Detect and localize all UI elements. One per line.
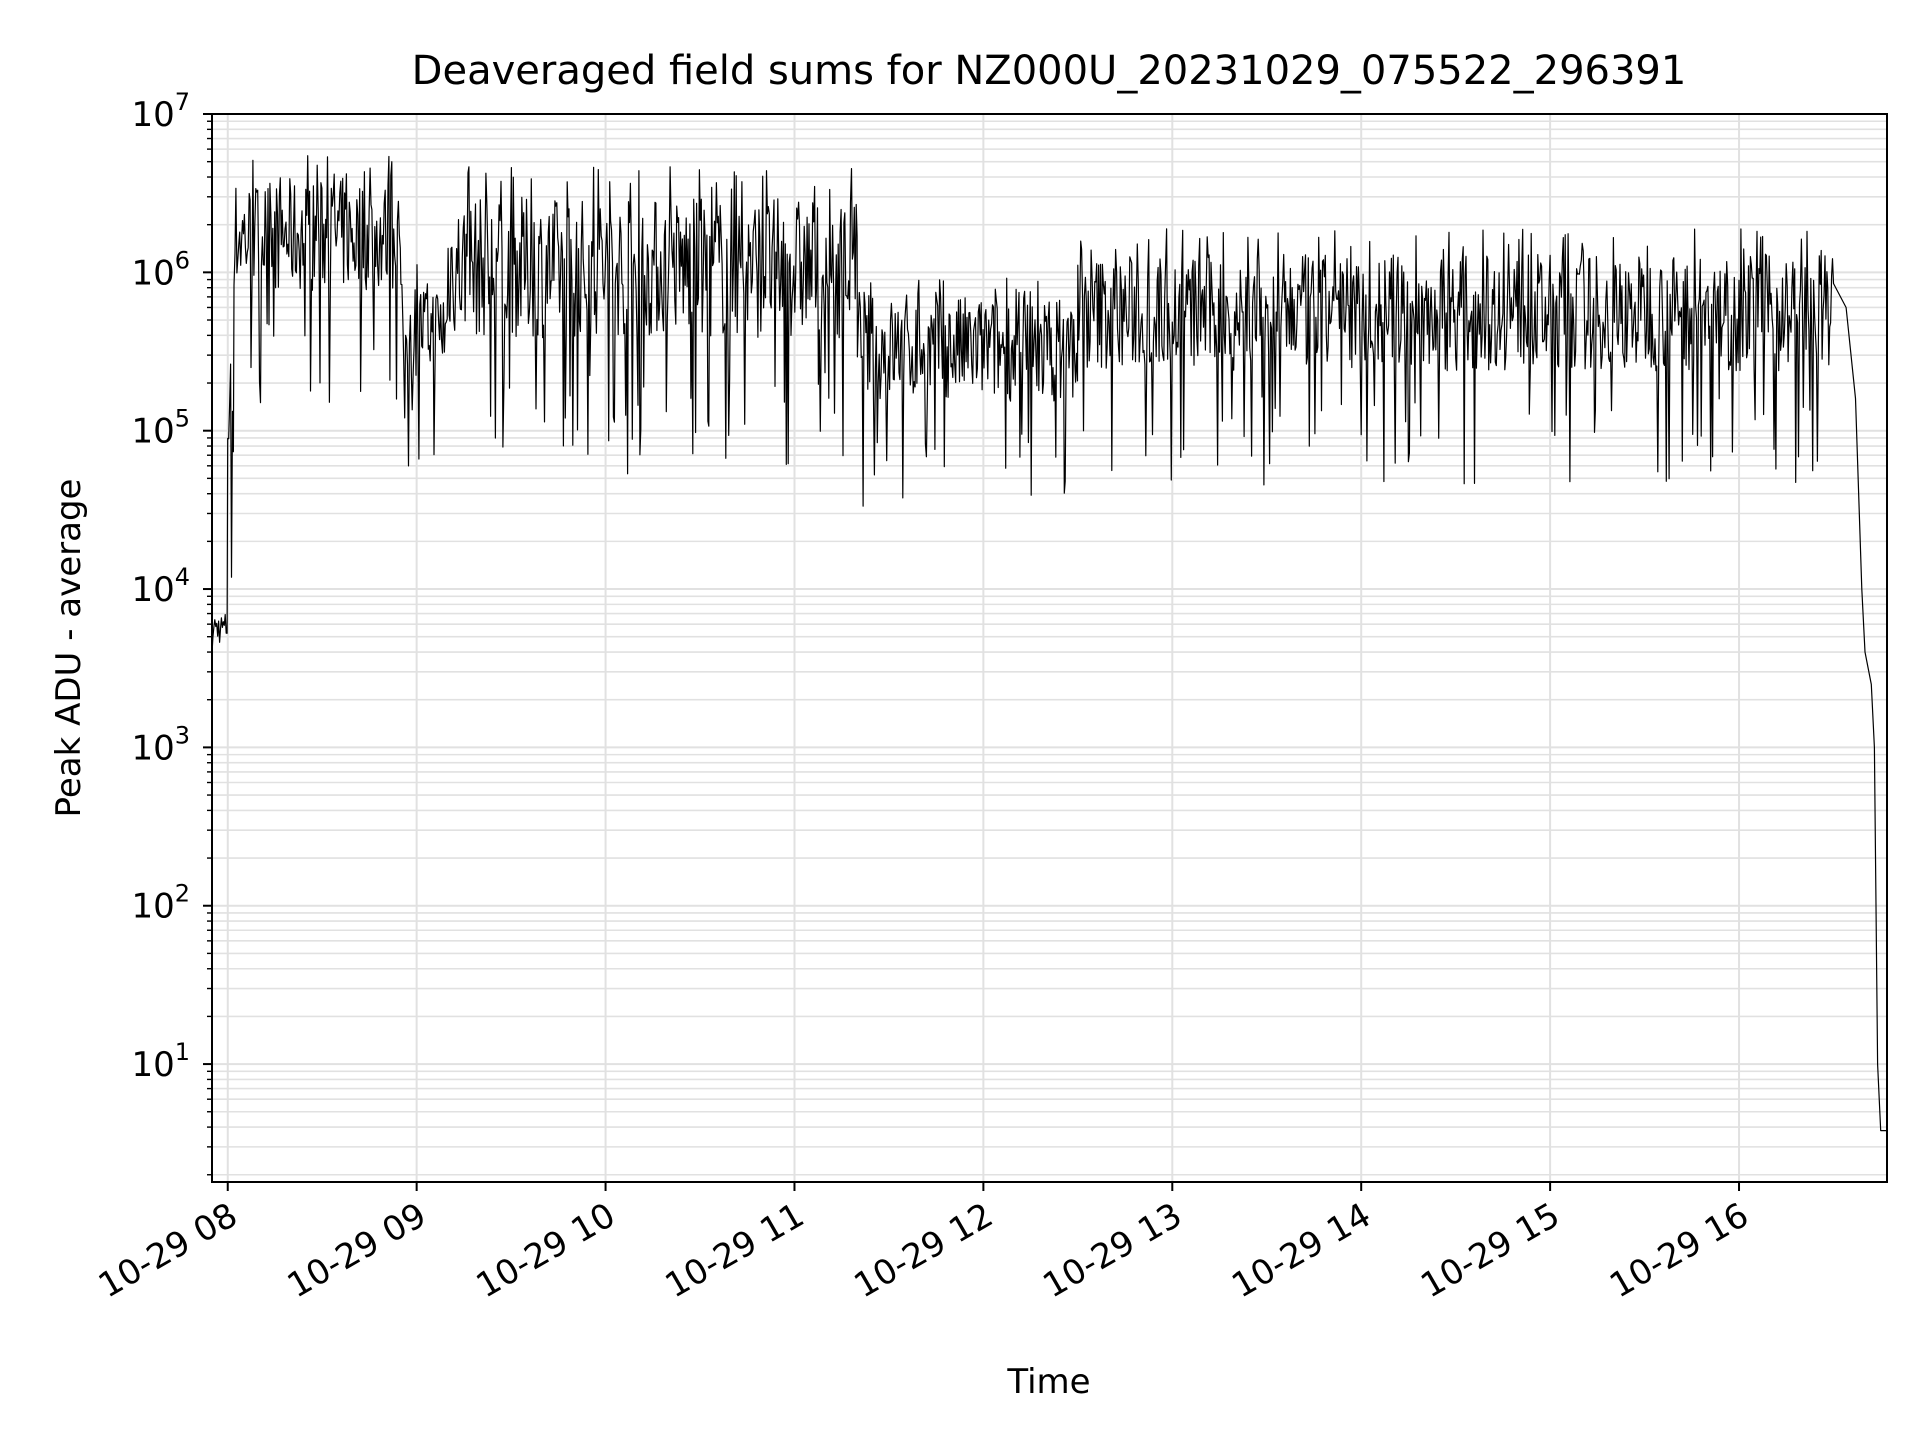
x-tick-label: 10-29 16 <box>1603 1195 1755 1306</box>
x-tick-label: 10-29 12 <box>847 1195 999 1306</box>
x-tick-label: 10-29 11 <box>659 1195 811 1306</box>
series-line <box>211 155 1887 1132</box>
y-tick-label: 103 <box>131 721 190 768</box>
x-tick-label: 10-29 14 <box>1225 1195 1377 1306</box>
y-tick-label: 106 <box>131 246 190 293</box>
y-tick-label: 102 <box>131 880 190 927</box>
y-tick-label: 105 <box>131 405 190 452</box>
y-tick-label: 107 <box>131 88 190 135</box>
y-tick-label: 101 <box>131 1038 190 1085</box>
x-tick-label: 10-29 15 <box>1414 1195 1566 1306</box>
x-axis-label: Time <box>1006 1362 1090 1402</box>
x-tick-label: 10-29 09 <box>281 1195 433 1306</box>
x-tick-label: 10-29 10 <box>470 1195 622 1306</box>
y-tick-label: 104 <box>131 563 190 610</box>
y-axis-label: Peak ADU - average <box>49 479 89 818</box>
chart-title: Deaveraged field sums for NZ000U_2023102… <box>412 48 1687 94</box>
ticks: 101 102 103 104 105 106 107 10-29 08 10-29 09 10-… <box>92 88 1756 1306</box>
x-tick-label: 10-29 13 <box>1036 1195 1188 1306</box>
plot-frame <box>211 113 1888 1183</box>
grid <box>212 113 1887 1182</box>
x-tick-label: 10-29 08 <box>92 1195 244 1306</box>
